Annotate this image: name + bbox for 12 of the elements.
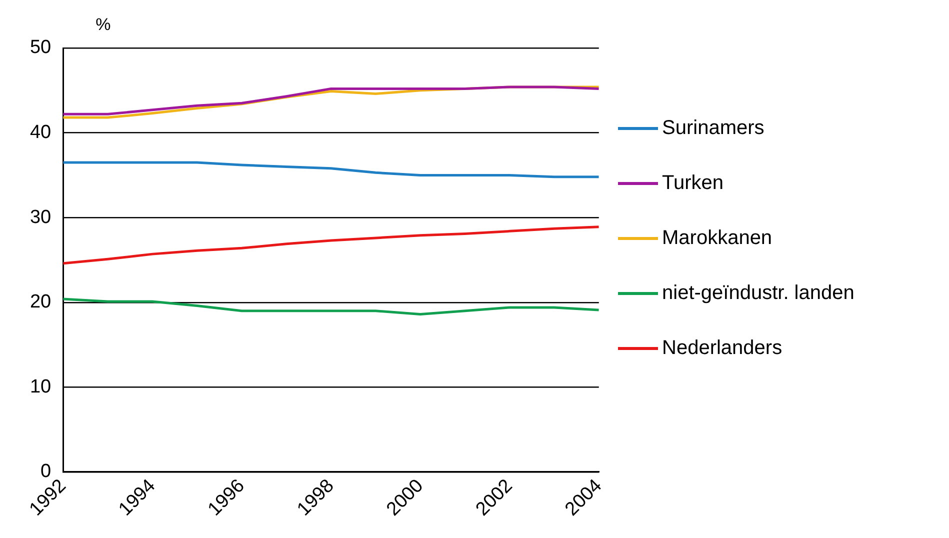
y-tick-label: 40: [30, 122, 52, 144]
y-tick-label: 20: [30, 292, 52, 313]
y-tick-label: 30: [30, 206, 52, 228]
legend-label: Nederlanders: [662, 336, 782, 360]
legend-label: Turken: [662, 172, 724, 194]
legend-label: Surinamers: [662, 116, 764, 140]
y-axis-title: %: [96, 15, 111, 34]
legend-label: niet-geïndustr. landen: [662, 282, 854, 304]
y-tick-label: 10: [30, 376, 52, 398]
y-tick-label: 50: [30, 37, 52, 58]
y-tick-label: 0: [40, 461, 52, 482]
legend-label: Marokkanen: [662, 226, 772, 250]
